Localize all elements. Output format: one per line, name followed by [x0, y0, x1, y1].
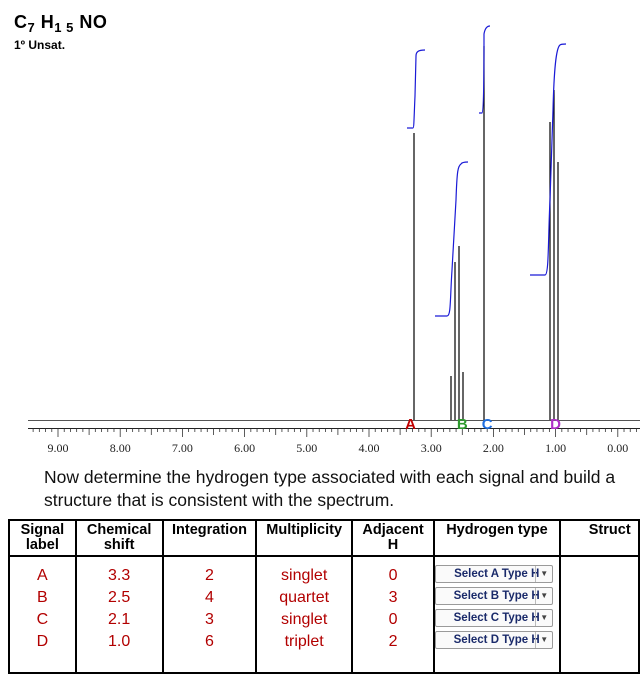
- multiplicity-value: triplet: [284, 633, 324, 650]
- header-hydrogen-type: Hydrogen type: [433, 519, 561, 557]
- chemical-shift: 2.5: [108, 589, 131, 606]
- axis-tick-label: 9.00: [48, 441, 69, 455]
- header-integration: Integration: [161, 519, 258, 557]
- header-multiplicity: Multiplicity: [255, 519, 353, 557]
- signal-label: C: [36, 611, 49, 628]
- chemical-shift-column: 3.3 2.5 2.1 1.0: [74, 556, 164, 674]
- axis-tick-label: 7.00: [172, 441, 193, 455]
- formula-h: H: [40, 12, 55, 32]
- integration-value: 4: [205, 589, 214, 606]
- axis-tick-label: 2.00: [483, 441, 504, 455]
- adjacent-h-column: 0 3 0 2: [350, 556, 436, 674]
- integration-value: 6: [205, 633, 214, 650]
- integration-value: 3: [205, 611, 214, 628]
- integration-column: 2 4 3 6: [161, 556, 258, 674]
- adjacent-h-value: 0: [388, 611, 398, 628]
- peak-label-c: C: [482, 416, 493, 433]
- header-adjacent-h: Adjacent H: [350, 519, 436, 557]
- axis-tick-label: 3.00: [421, 441, 442, 455]
- chevron-down-icon: ▼: [535, 566, 552, 582]
- instruction-text: Now determine the hydrogen type associat…: [44, 467, 616, 510]
- molecular-formula: C7 H1 5 NO: [14, 12, 108, 35]
- integration-value: 2: [205, 567, 214, 584]
- select-b-type-dropdown[interactable]: Select B Type H ▼: [435, 587, 554, 605]
- axis-tick-labels: 9.00 8.00 7.00 6.00 5.00 4.00 3.00 2.00 1.00 0.00: [48, 441, 629, 455]
- axis-tick-label: 8.00: [110, 441, 131, 455]
- axis-ticks: [32, 428, 637, 437]
- multiplicity-value: singlet: [281, 567, 328, 584]
- multiplicity-value: singlet: [281, 611, 328, 628]
- signal-label-column: A B C D: [8, 556, 77, 674]
- integral-a: [407, 49, 426, 129]
- structure-area[interactable]: [558, 556, 640, 674]
- hydrogen-type-column: Select A Type H ▼ Select B Type H ▼ Select…: [433, 556, 561, 674]
- signal-label: B: [37, 589, 48, 606]
- axis-tick-label: 0.00: [607, 441, 628, 455]
- header-structure: Struct: [558, 519, 640, 557]
- peak-label-d: D: [550, 416, 561, 433]
- formula-c-count: 7: [27, 20, 36, 35]
- header-signal-label: Signal label: [8, 519, 77, 557]
- signal-table: Signal label Chemical shift Integration …: [8, 519, 640, 674]
- select-d-type-dropdown[interactable]: Select D Type H ▼: [435, 631, 554, 649]
- peaks: [413, 46, 559, 420]
- formula-rest: NO: [79, 12, 108, 32]
- select-c-type-dropdown[interactable]: Select C Type H ▼: [435, 609, 554, 627]
- integral-c: [479, 25, 491, 114]
- axis-tick-label: 4.00: [359, 441, 380, 455]
- formula-c: C: [14, 12, 28, 32]
- signal-label: A: [37, 567, 48, 584]
- axis-tick-label: 1.00: [545, 441, 566, 455]
- chevron-down-icon: ▼: [535, 588, 552, 604]
- chevron-down-icon: ▼: [535, 610, 552, 626]
- chevron-down-icon: ▼: [535, 632, 552, 648]
- integral-d: [530, 43, 567, 276]
- formula-h-count: 1 5: [54, 20, 74, 35]
- axis-tick-label: 5.00: [296, 441, 317, 455]
- chemical-shift: 1.0: [108, 633, 131, 650]
- adjacent-h-value: 0: [388, 567, 398, 584]
- peak-label-b: B: [457, 416, 468, 433]
- multiplicity-column: singlet quartet singlet triplet: [255, 556, 353, 674]
- chemical-shift: 2.1: [108, 611, 131, 628]
- axis-tick-label: 6.00: [234, 441, 255, 455]
- nmr-spectrum: 9.00 8.00 7.00 6.00 5.00 4.00 3.00 2.00 1.00 0.00…: [28, 25, 640, 455]
- integral-b: [435, 161, 469, 317]
- select-a-type-dropdown[interactable]: Select A Type H ▼: [435, 565, 554, 583]
- unsaturation-label: 1º Unsat.: [14, 38, 66, 52]
- integration-curves: [407, 25, 567, 317]
- peak-label-a: A: [405, 416, 416, 433]
- header-chemical-shift: Chemical shift: [74, 519, 164, 557]
- chemical-shift: 3.3: [108, 567, 131, 584]
- adjacent-h-value: 3: [388, 589, 398, 606]
- signal-label: D: [36, 633, 49, 650]
- multiplicity-value: quartet: [279, 589, 330, 606]
- adjacent-h-value: 2: [388, 633, 398, 650]
